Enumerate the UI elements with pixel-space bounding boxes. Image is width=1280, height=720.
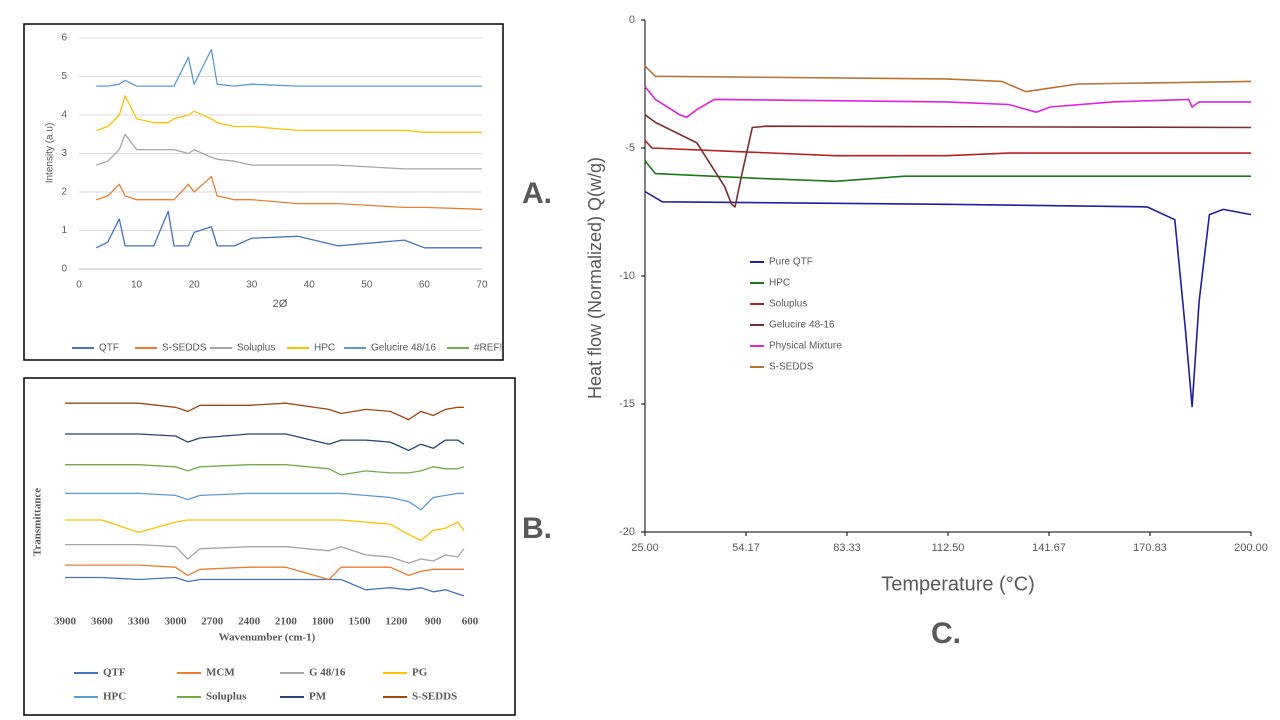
x-tick-label: 3600: [91, 616, 114, 628]
legend-label: HPC: [769, 278, 790, 289]
legend-label: S-SEDDS: [412, 691, 457, 703]
series-line: [96, 133, 482, 170]
y-tick-label: -5: [625, 142, 635, 154]
x-tick-label: 3000: [164, 616, 187, 628]
x-tick-label: 40: [304, 280, 316, 291]
series-line: [96, 175, 483, 210]
y-tick-label: 1: [61, 225, 67, 236]
x-tick-label: 20: [189, 280, 201, 291]
legend-label: G 48/16: [309, 667, 346, 679]
series-line: [65, 564, 464, 581]
x-tick-label: 2400: [238, 616, 261, 628]
x-tick-label: 60: [419, 280, 431, 291]
y-tick-label: 5: [61, 71, 67, 82]
x-tick-label: 83.33: [833, 542, 861, 554]
x-tick-label: 70: [476, 280, 488, 291]
y-tick-label: 6: [61, 33, 67, 44]
legend-label: Gelucire 48/16: [371, 343, 436, 354]
x-tick-label: 3300: [128, 616, 151, 628]
panel-label: B.: [522, 512, 552, 545]
series-line: [644, 190, 1252, 408]
series-line: [96, 95, 482, 133]
legend-label: Gelucire 48-16: [769, 320, 835, 331]
y-tick-label: 0: [61, 264, 67, 275]
legend-label: Pure QTF: [769, 257, 813, 268]
x-tick-label: 141.67: [1032, 542, 1066, 554]
panel-label: A.: [522, 177, 552, 210]
series-line: [65, 543, 465, 564]
x-tick-label: 600: [462, 616, 479, 628]
x-axis-label: Wavenumber (cm-1): [219, 632, 316, 644]
y-axis-label: Heat flow (Normalized) Q(w/g): [585, 157, 605, 399]
legend-label: S-SEDDS: [769, 362, 814, 373]
x-tick-label: 10: [131, 280, 143, 291]
x-axis-label: Temperature (°C): [881, 573, 1035, 595]
series-line: [96, 48, 482, 87]
x-tick-label: 1200: [385, 616, 408, 628]
panel-label: C.: [931, 617, 961, 650]
legend-label: QTF: [103, 667, 126, 679]
legend-label: Soluplus: [769, 299, 807, 310]
x-tick-label: 170.83: [1133, 542, 1167, 554]
series-line: [65, 492, 464, 511]
series-line: [65, 433, 465, 452]
y-tick-label: 4: [61, 110, 67, 121]
series-line: [644, 65, 1252, 93]
legend-label: PM: [309, 691, 327, 703]
x-tick-label: 112.50: [932, 542, 965, 554]
series-line: [644, 86, 1251, 119]
x-axis-label: 2Ø: [273, 298, 288, 310]
legend-label: MCM: [206, 667, 235, 679]
x-tick-label: 900: [425, 616, 442, 628]
series-line: [96, 210, 482, 249]
x-tick-label: 54.17: [732, 542, 760, 554]
x-tick-label: 2700: [201, 616, 224, 628]
legend-label: HPC: [103, 691, 126, 703]
y-tick-label: -20: [619, 526, 635, 538]
series-line: [65, 519, 465, 542]
series-line: [644, 139, 1251, 157]
series-line: [65, 402, 464, 421]
legend-label: PG: [412, 667, 428, 679]
x-tick-label: 3900: [54, 616, 77, 628]
x-tick-label: 1500: [349, 616, 372, 628]
x-tick-label: 50: [361, 280, 373, 291]
legend-label: Soluplus: [206, 691, 247, 703]
y-axis-label: Transmittance: [32, 488, 44, 556]
legend-label: Physical Mixture: [769, 341, 842, 352]
y-tick-label: 0: [629, 14, 635, 26]
panel-b-frame: [23, 377, 516, 716]
y-tick-label: -10: [619, 270, 635, 282]
y-axis-label: Intensity (a.u): [45, 123, 56, 184]
x-tick-label: 0: [76, 280, 82, 291]
legend-label: HPC: [314, 343, 335, 354]
panel-a-frame: [23, 23, 504, 361]
x-tick-label: 200.00: [1234, 542, 1268, 554]
x-tick-label: 25.00: [631, 542, 659, 554]
x-tick-label: 1800: [312, 616, 335, 628]
y-tick-label: 3: [61, 148, 67, 159]
legend-label: #REF!: [474, 343, 502, 354]
series-line: [65, 576, 465, 597]
legend-label: QTF: [99, 343, 119, 354]
series-line: [644, 114, 1252, 208]
legend-label: Soluplus: [237, 343, 275, 354]
y-tick-label: -15: [619, 398, 635, 410]
series-line: [644, 160, 1251, 183]
legend-label: S-SEDDS: [162, 343, 207, 354]
y-tick-label: 2: [61, 187, 67, 198]
x-tick-label: 2100: [275, 616, 298, 628]
x-tick-label: 30: [246, 280, 258, 291]
series-line: [65, 464, 465, 476]
